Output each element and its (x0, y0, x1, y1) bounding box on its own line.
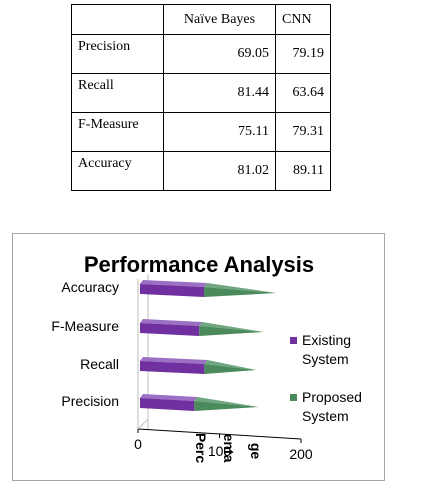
results-table: Naïve Bayes CNN Precision 69.05 79.19 Re… (71, 4, 331, 191)
bar-proposed-top (204, 283, 277, 293)
legend-swatch (290, 394, 297, 401)
bar-existing-top (140, 319, 203, 326)
bar-existing (140, 361, 205, 374)
y-category-label: F-Measure (51, 318, 119, 334)
x-axis-title: ge (248, 443, 264, 460)
bar-proposed (204, 364, 257, 374)
legend-swatch (290, 337, 297, 344)
table-header-cell (71, 4, 164, 35)
table-cell: 81.44 (163, 73, 276, 113)
legend-label: System (302, 408, 349, 424)
x-tick-label: 100 (208, 443, 232, 459)
x-tick-label: 0 (134, 436, 142, 452)
x-axis-title: enta (221, 434, 237, 463)
bar-existing-top (140, 357, 208, 364)
y-category-label: Accuracy (61, 279, 119, 295)
table-header-cell: CNN (275, 4, 331, 35)
performance-chart: Performance Analysis 0 100 200 Perc enta ge Ac… (12, 233, 385, 481)
x-tick-label: 200 (289, 446, 313, 462)
table-cell: 75.11 (163, 112, 276, 152)
bar-proposed-top (204, 360, 257, 370)
table-cell: 79.31 (275, 112, 331, 152)
chart-title: Performance Analysis (84, 252, 314, 277)
table-header-cell: Naïve Bayes (163, 4, 276, 35)
legend-label: Proposed (302, 389, 362, 405)
table-row-label: F-Measure (71, 112, 164, 152)
bar-proposed (194, 401, 259, 411)
table-header-row: Naïve Bayes CNN (71, 4, 331, 35)
bar-proposed-top (199, 322, 264, 332)
table-row: F-Measure 75.11 79.31 (71, 112, 331, 152)
chart-canvas: Performance Analysis 0 100 200 Perc enta ge Ac… (51, 252, 362, 464)
bar-proposed-top (194, 397, 259, 407)
table-row-label: Precision (71, 34, 164, 74)
legend-label: System (302, 351, 349, 367)
table-cell: 69.05 (163, 34, 276, 74)
legend-label: Existing (302, 332, 351, 348)
y-category-label: Recall (80, 356, 119, 372)
bar-existing-top (140, 394, 198, 401)
bar-existing (140, 284, 205, 297)
bar-proposed (199, 326, 264, 336)
y-category-label: Precision (61, 393, 119, 409)
x-axis-title: Perc (193, 433, 209, 464)
table-cell: 81.02 (163, 151, 276, 191)
bar-existing (140, 323, 200, 336)
bar-proposed (204, 287, 277, 297)
table-row: Accuracy 81.02 89.11 (71, 151, 331, 191)
table-row: Recall 81.44 63.64 (71, 73, 331, 113)
table-row-label: Recall (71, 73, 164, 113)
table-cell: 89.11 (275, 151, 331, 191)
bar-existing (140, 398, 195, 411)
bar-existing-top (140, 280, 208, 287)
table-cell: 79.19 (275, 34, 331, 74)
table-cell: 63.64 (275, 73, 331, 113)
table-row: Precision 69.05 79.19 (71, 34, 331, 74)
chart-depth-line (137, 418, 149, 430)
table-row-label: Accuracy (71, 151, 164, 191)
